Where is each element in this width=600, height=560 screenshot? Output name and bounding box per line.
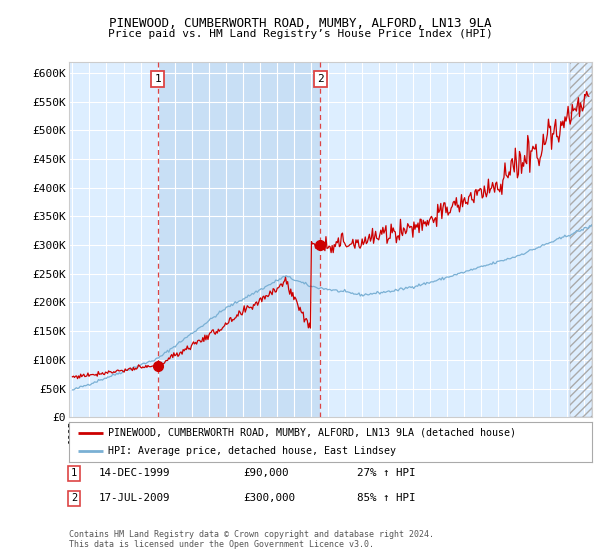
Text: 2: 2 bbox=[317, 74, 324, 84]
Text: 2: 2 bbox=[71, 493, 77, 503]
Text: 14-DEC-1999: 14-DEC-1999 bbox=[99, 468, 170, 478]
Text: 1: 1 bbox=[154, 74, 161, 84]
Text: Contains HM Land Registry data © Crown copyright and database right 2024.: Contains HM Land Registry data © Crown c… bbox=[69, 530, 434, 539]
Bar bbox=[158, 62, 320, 417]
Text: 27% ↑ HPI: 27% ↑ HPI bbox=[357, 468, 415, 478]
Text: 85% ↑ HPI: 85% ↑ HPI bbox=[357, 493, 415, 503]
Text: £300,000: £300,000 bbox=[243, 493, 295, 503]
Text: This data is licensed under the Open Government Licence v3.0.: This data is licensed under the Open Gov… bbox=[69, 540, 374, 549]
Text: HPI: Average price, detached house, East Lindsey: HPI: Average price, detached house, East… bbox=[108, 446, 396, 456]
Text: £90,000: £90,000 bbox=[243, 468, 289, 478]
Text: 17-JUL-2009: 17-JUL-2009 bbox=[99, 493, 170, 503]
Text: PINEWOOD, CUMBERWORTH ROAD, MUMBY, ALFORD, LN13 9LA (detached house): PINEWOOD, CUMBERWORTH ROAD, MUMBY, ALFOR… bbox=[108, 428, 516, 437]
Text: PINEWOOD, CUMBERWORTH ROAD, MUMBY, ALFORD, LN13 9LA: PINEWOOD, CUMBERWORTH ROAD, MUMBY, ALFOR… bbox=[109, 17, 491, 30]
Text: 1: 1 bbox=[71, 468, 77, 478]
Text: Price paid vs. HM Land Registry’s House Price Index (HPI): Price paid vs. HM Land Registry’s House … bbox=[107, 29, 493, 39]
